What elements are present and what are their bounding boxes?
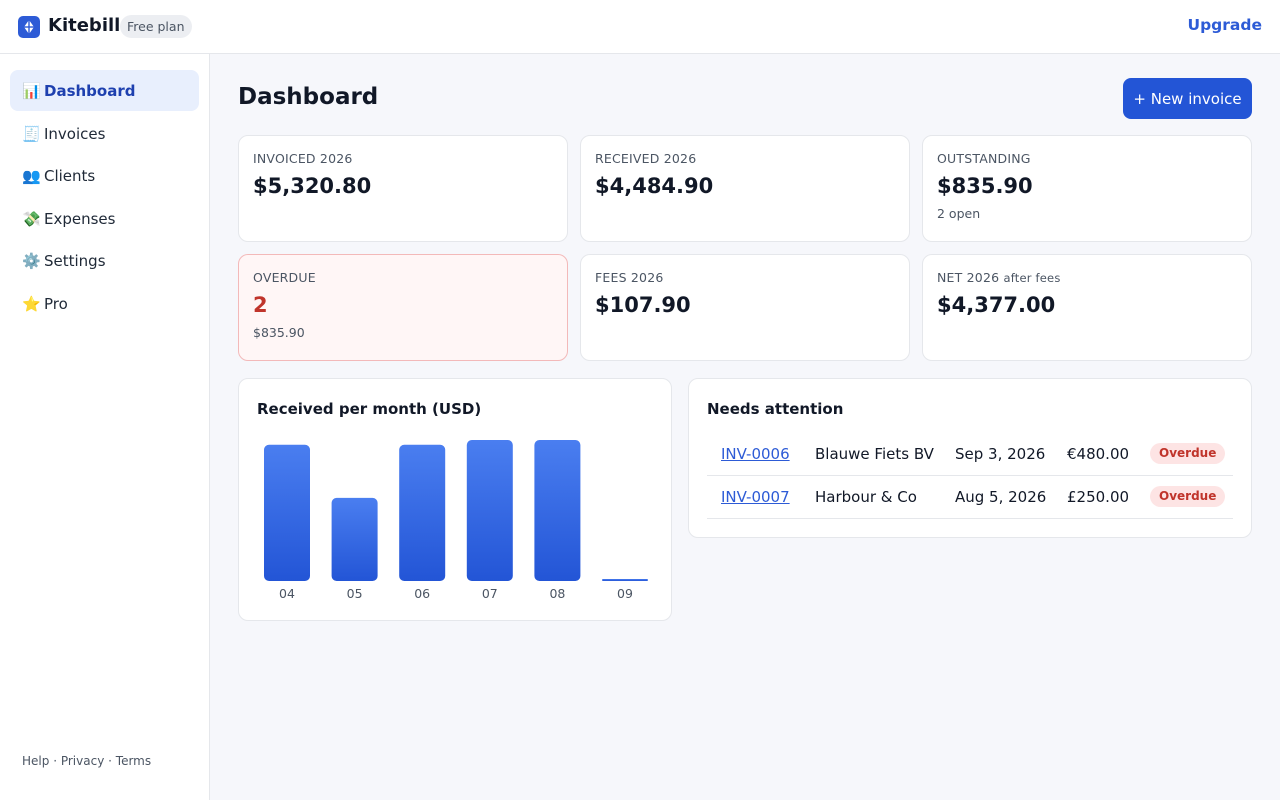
page-title: Dashboard (238, 84, 379, 110)
attention-card: Needs attention INV-0006 Blauwe Fiets BV… (688, 378, 1252, 538)
help-link[interactable]: Help (22, 754, 50, 768)
bar-06 (399, 444, 446, 581)
bar-09 (602, 578, 648, 581)
stat-label: OUTSTANDING (937, 151, 1031, 166)
chart-title: Received per month (USD) (257, 400, 482, 418)
privacy-link[interactable]: Privacy (60, 754, 105, 768)
attention-title: Needs attention (707, 400, 844, 418)
sidebar-item-settings[interactable]: ⚙️ Settings (10, 240, 199, 281)
stat-card-outstanding: OUTSTANDING $835.90 2 open (922, 135, 1252, 242)
x-tick-label: 09 (617, 586, 633, 601)
sidebar-item-label: Pro (44, 294, 68, 313)
separator: · (108, 754, 112, 768)
bar-chart: 04 05 06 07 08 09 (264, 440, 648, 601)
gear-icon: ⚙️ (22, 251, 41, 270)
stat-label: OVERDUE (253, 270, 316, 285)
invoice-date: Sep 3, 2026 (955, 445, 1046, 463)
receipt-icon: 🧾 (22, 124, 41, 143)
kite-icon (18, 16, 40, 38)
plan-badge: Free plan (120, 15, 192, 38)
stat-value: $4,377.00 (937, 293, 1056, 317)
users-icon: 👥 (22, 166, 41, 185)
bar-chart-icon: 📊 (22, 81, 41, 100)
x-tick-label: 05 (347, 586, 363, 601)
star-icon: ⭐ (22, 294, 41, 313)
brand-name: Kitebill (48, 15, 121, 36)
client-name: Harbour & Co (815, 488, 917, 506)
money-icon: 💸 (22, 209, 41, 228)
sidebar-item-expenses[interactable]: 💸 Expenses (10, 198, 199, 239)
sidebar-item-pro[interactable]: ⭐ Pro (10, 283, 199, 324)
bar-04 (264, 444, 310, 581)
bar-07 (466, 440, 513, 581)
stat-label: INVOICED 2026 (253, 151, 353, 166)
sidebar-item-dashboard[interactable]: 📊 Dashboard (10, 70, 199, 111)
status-badge: Overdue (1150, 486, 1226, 507)
x-tick-label: 07 (482, 586, 498, 601)
x-tick-label: 08 (549, 586, 565, 601)
sidebar-item-invoices[interactable]: 🧾 Invoices (10, 113, 199, 154)
separator: · (53, 754, 58, 768)
stat-sub: $835.90 (253, 325, 305, 340)
stat-card-received: RECEIVED 2026 $4,484.90 (580, 135, 910, 242)
stat-label: RECEIVED 2026 (595, 151, 697, 166)
stat-value: $5,320.80 (253, 174, 372, 198)
sidebar-item-label: Settings (44, 251, 106, 270)
sidebar-item-label: Dashboard (44, 81, 136, 100)
stat-value: $835.90 (937, 174, 1033, 198)
sidebar-item-clients[interactable]: 👥 Clients (10, 155, 199, 196)
top-bar: Kitebill Free plan Upgrade (0, 0, 1280, 54)
x-tick-label: 04 (279, 586, 295, 601)
stat-value: $4,484.90 (595, 174, 714, 198)
invoice-amount: £250.00 (1067, 488, 1130, 506)
stat-card-invoiced: INVOICED 2026 $5,320.80 (238, 135, 568, 242)
stat-label-suffix: after fees (1003, 271, 1061, 285)
stat-label-wrap: NET 2026 after fees (937, 270, 1237, 285)
stat-sub: 2 open (937, 206, 981, 221)
invoice-link[interactable]: INV-0006 (721, 445, 790, 463)
invoice-link[interactable]: INV-0007 (721, 488, 790, 506)
stat-label: FEES 2026 (595, 270, 664, 285)
stat-label: NET 2026 (937, 270, 1000, 285)
bar-08 (534, 440, 581, 581)
client-name: Blauwe Fiets BV (815, 445, 934, 463)
sidebar-item-label: Expenses (44, 209, 116, 228)
stat-card-net: NET 2026 after fees $4,377.00 (922, 254, 1252, 361)
footer-links: Help · Privacy · Terms (22, 754, 151, 768)
stat-card-fees: FEES 2026 $107.90 (580, 254, 910, 361)
stat-value: 2 (253, 293, 268, 317)
upgrade-link[interactable]: Upgrade (1187, 16, 1263, 34)
status-badge: Overdue (1150, 443, 1226, 464)
table-row: INV-0007 Harbour & Co Aug 5, 2026 £250.0… (707, 476, 1233, 519)
sidebar-item-label: Clients (44, 166, 96, 185)
table-row: INV-0006 Blauwe Fiets BV Sep 3, 2026 €48… (707, 433, 1233, 476)
invoice-amount: €480.00 (1067, 445, 1130, 463)
chart-card: Received per month (USD) 04 05 06 07 08 09 (238, 378, 672, 621)
stat-value: $107.90 (595, 293, 691, 317)
invoice-date: Aug 5, 2026 (955, 488, 1047, 506)
x-tick-label: 06 (414, 586, 430, 601)
terms-link[interactable]: Terms (115, 754, 152, 768)
new-invoice-button[interactable]: + New invoice (1123, 78, 1252, 119)
bar-05 (331, 497, 378, 581)
sidebar: 📊 Dashboard 🧾 Invoices 👥 Clients 💸 Expen… (0, 54, 210, 800)
stat-card-overdue: OVERDUE 2 $835.90 (238, 254, 568, 361)
sidebar-item-label: Invoices (44, 124, 106, 143)
